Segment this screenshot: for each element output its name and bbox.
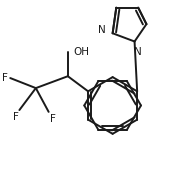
Text: F: F <box>2 73 8 83</box>
Text: OH: OH <box>73 46 89 57</box>
Text: F: F <box>50 114 55 124</box>
Text: F: F <box>13 112 18 122</box>
Text: N: N <box>134 47 142 57</box>
Text: N: N <box>98 25 106 35</box>
